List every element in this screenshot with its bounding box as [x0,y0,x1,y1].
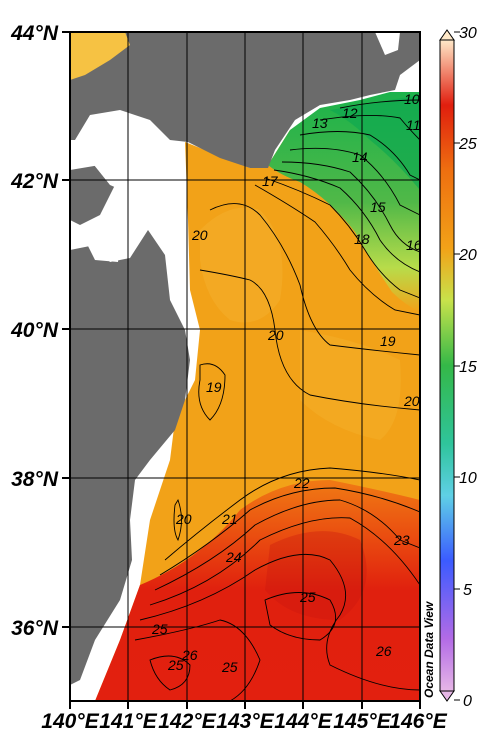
contour-label: 12 [342,105,358,121]
lat-axis: 44°N 42°N 40°N 38°N 36°N [10,22,59,640]
contour-label: 19 [206,379,222,395]
lon-label: 141°E [99,710,157,733]
lon-label: 145°E [333,710,391,733]
contour-label: 25 [221,659,238,675]
contour-label: 26 [375,643,392,659]
contour-label: 14 [352,149,368,165]
lat-label: 44°N [10,22,59,45]
contour-label: 11 [406,117,421,133]
lon-axis: 140°E 141°E 142°E 143°E 144°E 145°E 146°… [41,710,447,733]
contour-label: 10 [404,91,420,107]
contour-label: 21 [221,511,238,527]
contour-label: 16 [406,237,422,253]
contour-label: 23 [393,532,410,548]
colorbar-tick: 25 [458,136,477,153]
contour-label: 17 [262,173,279,189]
lat-label: 42°N [10,170,59,193]
colorbar-tick: 20 [458,247,477,264]
lon-label: 146°E [389,710,447,733]
contour-label: 15 [370,199,386,215]
contour-label: 25 [151,621,168,637]
colorbar-tick: 15 [459,359,477,376]
graticule [70,32,420,701]
contour-label: 18 [354,231,370,247]
contour-label: 26 [181,647,198,663]
ocean-hot-field [95,480,420,701]
contour-label-group: 10 11 12 13 14 15 16 17 18 19 20 20 20 1… [151,91,422,675]
contour-label: 22 [293,475,310,491]
lon-label: 144°E [274,710,332,733]
colorbar-tick: 30 [459,25,477,42]
contour-label: 20 [191,227,208,243]
lat-label: 38°N [11,468,59,491]
colorbar-tick: 0 [463,693,472,710]
lon-label: 140°E [41,710,99,733]
lon-label: 143°E [216,710,274,733]
colorbar-tick: 5 [463,582,472,599]
odv-credit: Ocean Data View [422,601,436,698]
lat-label: 36°N [11,617,59,640]
contour-lines [134,99,420,701]
contour-label: 13 [312,115,328,131]
contour-label: 20 [403,393,420,409]
contour-label: 25 [299,589,316,605]
map-plot-area: 10 11 12 13 14 15 16 17 18 19 20 20 20 1… [70,32,422,701]
contour-label: 25 [167,657,184,673]
contour-label: 19 [380,333,396,349]
colorbar: 30 25 20 15 10 5 0 [439,25,477,710]
lon-label: 142°E [158,710,216,733]
contour-label: 24 [225,549,242,565]
land-honshu [70,230,190,685]
lat-label: 40°N [10,319,59,342]
contour-label: 20 [267,327,284,343]
contour-label: 20 [175,511,192,527]
colorbar-tick: 10 [459,470,477,487]
